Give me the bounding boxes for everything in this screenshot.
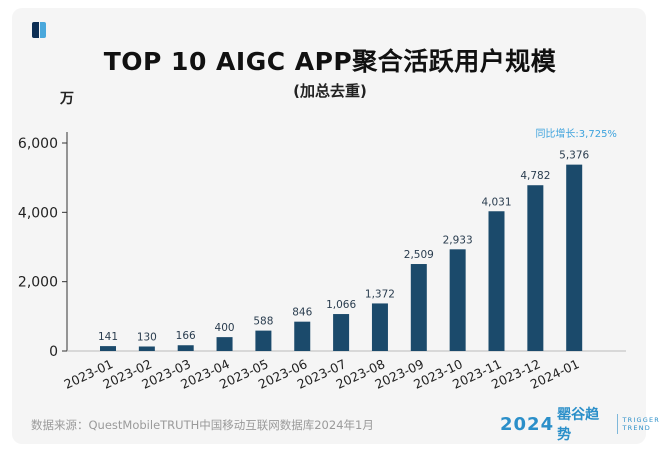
bar-value-label: 4,782 — [520, 170, 550, 182]
bar-value-label: 846 — [292, 307, 312, 319]
brand-logo: 2024 罂谷趋势 TRIGGER TREND — [500, 407, 660, 443]
bar — [566, 164, 583, 351]
bar — [410, 264, 427, 351]
bar — [100, 346, 116, 351]
brand-tag-line-2: TREND — [622, 424, 651, 432]
bar-value-label: 1,372 — [365, 288, 395, 300]
bar-value-label: 4,031 — [481, 196, 511, 208]
corner-logo-mark — [32, 22, 46, 38]
source-note: 数据来源：QuestMobileTRUTH中国移动互联网数据库2024年1月 — [31, 418, 374, 432]
y-tick-label: 6,000 — [18, 136, 58, 152]
bar — [488, 211, 505, 351]
bar-value-label: 400 — [215, 322, 235, 334]
bar — [527, 185, 544, 351]
bar — [138, 346, 155, 351]
y-axis-unit-label: 万 — [59, 91, 74, 107]
bar-value-label: 2,933 — [443, 234, 473, 246]
chart-title: TOP 10 AIGC APP聚合活跃用户规模 — [103, 47, 557, 76]
brand-name: 罂谷趋势 — [557, 407, 600, 443]
y-tick-label: 2,000 — [18, 275, 58, 291]
bar — [449, 249, 466, 351]
growth-annotation: 同比增长:3,725% — [535, 127, 617, 140]
bar-value-label: 2,509 — [404, 249, 434, 261]
y-tick-label: 0 — [49, 344, 58, 360]
bar-value-label: 166 — [176, 330, 196, 342]
bar-value-label: 5,376 — [559, 150, 589, 162]
chart-subtitle: (加总去重) — [293, 82, 367, 100]
bar-value-label: 588 — [253, 316, 273, 328]
y-tick-label: 4,000 — [18, 205, 58, 221]
bar — [371, 303, 388, 351]
bar — [255, 330, 272, 351]
bar-value-label: 1,066 — [326, 299, 356, 311]
bar — [216, 337, 233, 351]
bar — [177, 345, 194, 351]
brand-tag-line-1: TRIGGER — [622, 416, 660, 424]
bar — [333, 314, 350, 351]
bar — [294, 321, 311, 351]
brand-year: 2024 — [500, 413, 555, 435]
bar-value-label: 141 — [98, 331, 118, 343]
bar-value-label: 130 — [137, 331, 157, 343]
